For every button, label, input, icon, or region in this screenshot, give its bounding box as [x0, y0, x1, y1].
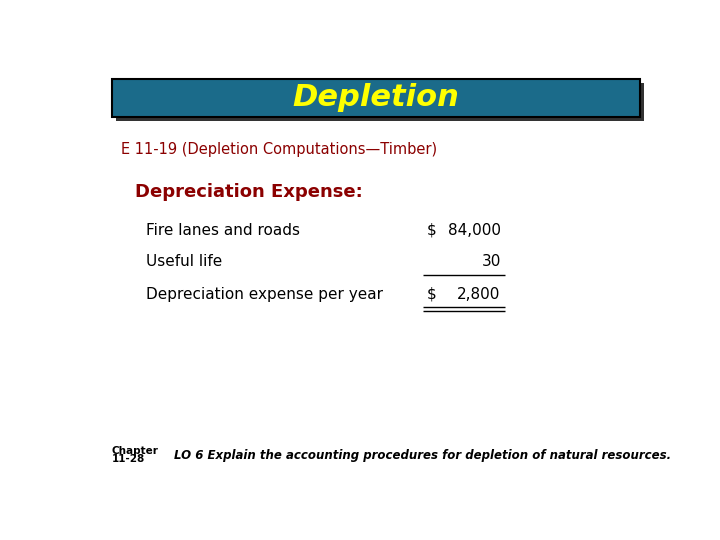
Text: LO 6 Explain the accounting procedures for depletion of natural resources.: LO 6 Explain the accounting procedures f… [174, 449, 671, 462]
Text: Chapter: Chapter [112, 447, 158, 456]
Text: 30: 30 [482, 254, 500, 268]
Text: Useful life: Useful life [145, 254, 222, 268]
Text: 84,000: 84,000 [448, 223, 500, 238]
Text: Depletion: Depletion [292, 83, 459, 112]
FancyBboxPatch shape [116, 83, 644, 121]
Text: $: $ [427, 287, 437, 302]
Text: 11-28: 11-28 [112, 454, 145, 464]
Text: $: $ [427, 223, 437, 238]
FancyBboxPatch shape [112, 79, 640, 117]
Text: 2,800: 2,800 [457, 287, 500, 302]
Text: E 11-19 (Depletion Computations—Timber): E 11-19 (Depletion Computations—Timber) [121, 142, 437, 157]
Text: Fire lanes and roads: Fire lanes and roads [145, 223, 300, 238]
Text: Depreciation Expense:: Depreciation Expense: [135, 183, 363, 201]
Text: Depreciation expense per year: Depreciation expense per year [145, 287, 383, 302]
